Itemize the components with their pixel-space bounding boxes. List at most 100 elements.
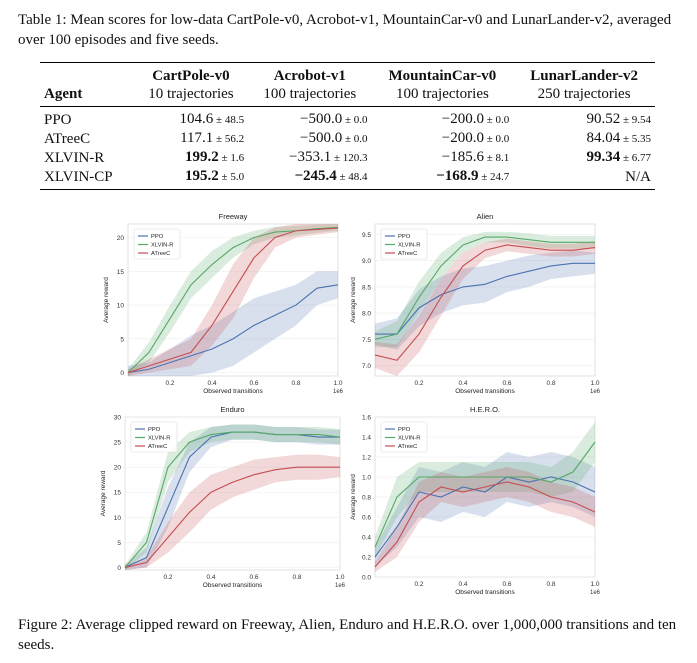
- agent-header: Agent: [40, 62, 134, 107]
- score-cell: −200.0 ± 0.0: [372, 107, 514, 130]
- x-tick-label: 0.8: [546, 380, 555, 387]
- legend-label: XLVIN-R: [151, 243, 173, 249]
- y-tick-label: 0: [117, 565, 121, 572]
- table-row: XLVIN-CP 195.2 ± 5.0 −245.4 ± 48.4 −168.9 ±…: [40, 167, 655, 190]
- score-cell: 117.1 ± 56.2: [134, 129, 248, 148]
- series-band: [375, 250, 595, 350]
- y-tick-label: 9.0: [362, 258, 371, 265]
- table-row: ATreeC 117.1 ± 56.2 −500.0 ± 0.0 −200.0 ± 0…: [40, 129, 655, 148]
- score-mean: 199.2: [185, 149, 219, 165]
- series-line: [124, 466, 340, 569]
- chart-panel: Enduro 0 5 10 15 20 25 30 0.2 0.4 0.6 0.8 1.0 1e6 Obse…: [100, 405, 346, 589]
- env-header: MountainCar-v0: [371, 62, 514, 85]
- x-axis-label: Observed transitions: [203, 582, 263, 589]
- series-line: [374, 236, 595, 340]
- chart-title: Freeway: [219, 212, 248, 221]
- series-band: [125, 454, 340, 570]
- x-scale-label: 1e6: [590, 590, 601, 596]
- x-tick-label: 0.8: [546, 581, 555, 588]
- score-std: ± 0.0: [483, 133, 510, 145]
- score-cell: 99.34 ± 6.77: [513, 148, 655, 167]
- series-band: [125, 424, 340, 570]
- legend-label: PPO: [151, 234, 164, 240]
- x-tick-label: 0.4: [207, 380, 216, 387]
- chart-panel: H.E.R.O. 0.0 0.2 0.4 0.6 0.8 1.0 1.2 1.4 1.6 0.2 0.…: [350, 405, 601, 596]
- series-band: [128, 224, 338, 376]
- score-mean: 195.2: [185, 168, 219, 184]
- series-band: [128, 271, 338, 376]
- series-line: [127, 284, 339, 374]
- y-axis-label: Average reward: [100, 470, 107, 516]
- y-tick-label: 7.5: [362, 337, 371, 344]
- legend-label: PPO: [398, 234, 411, 240]
- score-mean: 104.6: [179, 111, 214, 127]
- score-cell: 195.2 ± 5.0: [133, 167, 249, 190]
- results-table: Agent CartPole-v0 Acrobot-v1 MountainCar…: [40, 62, 655, 190]
- y-tick-label: 0.8: [362, 495, 371, 502]
- x-axis-label: Observed transitions: [455, 589, 515, 596]
- legend-label: XLVIN-R: [398, 436, 420, 442]
- env-header: LunarLander-v2: [513, 62, 655, 85]
- x-scale-label: 1e6: [590, 389, 601, 395]
- y-tick-label: 20: [117, 235, 125, 242]
- score-std: ± 6.77: [620, 152, 651, 164]
- x-tick-label: 0.2: [414, 581, 423, 588]
- legend-label: ATreeC: [398, 251, 417, 257]
- legend-label: PPO: [398, 427, 411, 433]
- x-tick-label: 0.4: [206, 574, 215, 581]
- series-band: [375, 231, 595, 348]
- score-mean: 99.34: [586, 149, 621, 165]
- x-scale-label: 1e6: [333, 389, 344, 395]
- reward-curves-figure: Freeway 0 5 10 15 20 0.2 0.4 0.6 0.8 1.0 1e6 Observe…: [100, 212, 601, 596]
- score-std: ± 0.0: [342, 133, 368, 145]
- series-band: [375, 422, 595, 557]
- score-mean: N/A: [625, 168, 651, 185]
- score-mean: −185.6: [441, 149, 484, 165]
- y-axis-label: Average reward: [350, 474, 357, 520]
- x-tick-label: 0.2: [165, 380, 174, 387]
- score-mean: 90.52: [586, 111, 621, 127]
- score-cell: 90.52 ± 9.54: [513, 107, 655, 130]
- x-tick-label: 1.0: [590, 581, 599, 588]
- x-tick-label: 0.2: [163, 574, 172, 581]
- score-std: ± 9.54: [620, 114, 651, 126]
- table-row: PPO 104.6 ± 48.5 −500.0 ± 0.0 −200.0 ± 0.0 9…: [40, 107, 655, 130]
- score-mean: −168.9: [436, 168, 479, 184]
- score-std: ± 120.3: [331, 152, 368, 164]
- score-cell: −500.0 ± 0.0: [248, 107, 371, 130]
- y-tick-label: 5: [117, 540, 121, 547]
- y-tick-label: 25: [114, 440, 122, 447]
- chart-panel: Freeway 0 5 10 15 20 0.2 0.4 0.6 0.8 1.0 1e6 Observe…: [103, 212, 344, 395]
- y-tick-label: 5: [120, 336, 124, 343]
- agent-name: ATreeC: [44, 130, 91, 147]
- score-mean: 84.04: [586, 130, 621, 146]
- score-cell: −245.4 ± 48.4: [248, 167, 372, 190]
- series-band: [375, 238, 595, 376]
- table-caption: Table 1: Mean scores for low-data CartPo…: [18, 12, 672, 48]
- legend-label: XLVIN-R: [148, 436, 170, 442]
- score-std: ± 56.2: [213, 133, 245, 145]
- y-tick-label: 0.6: [362, 515, 371, 522]
- score-mean: −200.0: [441, 111, 484, 127]
- agent-name: XLVIN-CP: [40, 167, 134, 190]
- score-std: ± 24.7: [478, 171, 510, 183]
- series-line: [374, 441, 596, 548]
- x-tick-label: 1.0: [590, 380, 599, 387]
- y-tick-label: 8.5: [362, 284, 371, 291]
- series-band: [125, 424, 340, 570]
- y-tick-label: 15: [117, 269, 125, 276]
- chart-title: Enduro: [220, 405, 244, 414]
- chart-panel: Alien 7.0 7.5 8.0 8.5 9.0 9.5 0.2 0.4 0.6 0.8 1.0 1e…: [350, 212, 601, 395]
- x-tick-label: 0.8: [292, 574, 301, 581]
- x-scale-label: 1e6: [335, 583, 346, 589]
- traj-header: 250 trajectories: [513, 85, 655, 107]
- x-tick-label: 1.0: [333, 380, 342, 387]
- traj-header: 10 trajectories: [133, 85, 249, 107]
- y-tick-label: 10: [117, 303, 125, 310]
- x-tick-label: 0.6: [502, 380, 511, 387]
- traj-header: 100 trajectories: [371, 85, 514, 107]
- score-cell: −168.9 ± 24.7: [371, 167, 514, 190]
- x-axis-label: Observed transitions: [203, 388, 263, 395]
- score-mean: −500.0: [300, 130, 343, 146]
- y-tick-label: 0.0: [362, 575, 371, 582]
